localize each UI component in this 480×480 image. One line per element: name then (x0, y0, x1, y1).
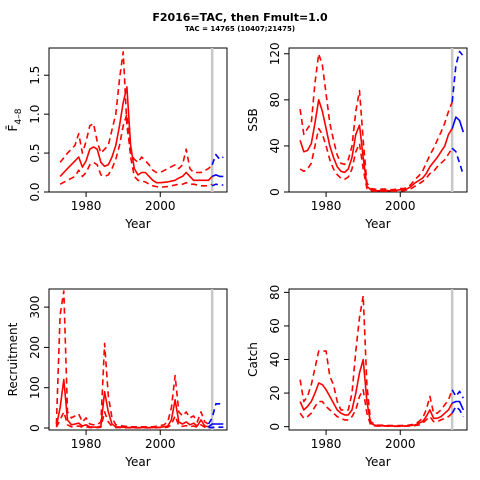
series-proj-estimate-line (451, 400, 465, 411)
x-axis-label: Year (124, 455, 150, 469)
x-tick-label: 2000 (385, 199, 416, 213)
y-tick-label: 80 (268, 285, 282, 300)
x-tick-label: 1980 (71, 199, 102, 213)
y-tick-label: 200 (28, 336, 42, 359)
f-bar-glyph: F̄ (6, 124, 20, 131)
y-axis-label: F̄4–8 (6, 108, 24, 131)
y-tick-label: 1.0 (28, 105, 42, 124)
series-upper-line (59, 51, 213, 174)
panel-4: 1980 2000 0 20 40 60 80 Year Catch (246, 285, 468, 469)
plot-frame (288, 47, 468, 193)
series-estimate-line (299, 99, 453, 192)
x-axis-label: Year (364, 455, 390, 469)
y-tick-label: 1.5 (28, 66, 42, 85)
x-tick-label: 1980 (71, 437, 102, 451)
series-lower-line (299, 388, 453, 428)
figure-title: F2016=TAC, then Fmult=1.0 (152, 11, 328, 24)
plot-frame (288, 288, 468, 431)
y-tick-label: 0 (268, 188, 282, 196)
y-tick-label: 100 (28, 376, 42, 399)
x-axis-label: Year (124, 217, 150, 231)
y-tick-label: 60 (268, 318, 282, 333)
series-proj-estimate-line (451, 116, 465, 133)
x-tick-label: 2000 (145, 199, 176, 213)
series-upper-line (299, 294, 453, 427)
y-tick-label: 300 (28, 296, 42, 319)
panel-2: 1980 2000 0 40 80 120 Year SSB (246, 42, 468, 231)
series-lower-line (59, 113, 213, 189)
series-group (299, 50, 465, 192)
f-subscript: 4–8 (14, 108, 24, 124)
y-tick-label: 120 (268, 42, 282, 65)
series-lower-line (299, 127, 453, 192)
series-proj-upper-line (451, 389, 465, 399)
series-proj-upper-line (207, 403, 224, 425)
series-lower-line (55, 411, 209, 429)
series-proj-upper-line (211, 153, 224, 166)
series-estimate-line (299, 358, 453, 427)
y-tick-label: 40 (268, 352, 282, 367)
series-proj-lower-line (451, 405, 465, 417)
series-upper-line (55, 290, 209, 428)
x-tick-label: 1980 (311, 437, 342, 451)
x-axis-label: Year (364, 217, 390, 231)
series-group (55, 290, 224, 429)
y-tick-label: 40 (268, 138, 282, 153)
figure-subtitle: TAC = 14765 (10407;21475) (185, 25, 295, 33)
series-estimate-line (55, 378, 209, 429)
series-proj-lower-line (211, 183, 224, 187)
panel-3: 1980 2000 0 100 200 300 Year Recruitment (6, 288, 228, 469)
y-axis-label: Catch (246, 342, 260, 377)
y-tick-label: 0.5 (28, 144, 42, 163)
series-estimate-line (59, 86, 213, 184)
series-proj-estimate-line (208, 423, 224, 428)
series-group (59, 51, 224, 189)
y-axis-label: SSB (246, 108, 260, 131)
panel-1: 1980 2000 0.0 0.5 1.0 1.5 Year F̄4–8 (6, 47, 228, 231)
x-tick-label: 2000 (385, 437, 416, 451)
plot-frame (48, 47, 228, 193)
series-proj-upper-line (451, 50, 464, 103)
x-tick-label: 1980 (311, 199, 342, 213)
series-proj-estimate-line (211, 174, 224, 178)
y-tick-label: 20 (268, 385, 282, 400)
y-tick-label: 80 (268, 92, 282, 107)
x-tick-label: 2000 (145, 437, 176, 451)
y-tick-label: 0 (28, 424, 42, 432)
series-upper-line (299, 53, 453, 191)
y-tick-label: 0.0 (28, 182, 42, 201)
series-proj-lower-line (451, 147, 465, 175)
y-axis-label: Recruitment (6, 322, 20, 396)
plot-frame (48, 288, 228, 431)
y-tick-label: 0 (268, 423, 282, 431)
series-group (299, 294, 465, 428)
